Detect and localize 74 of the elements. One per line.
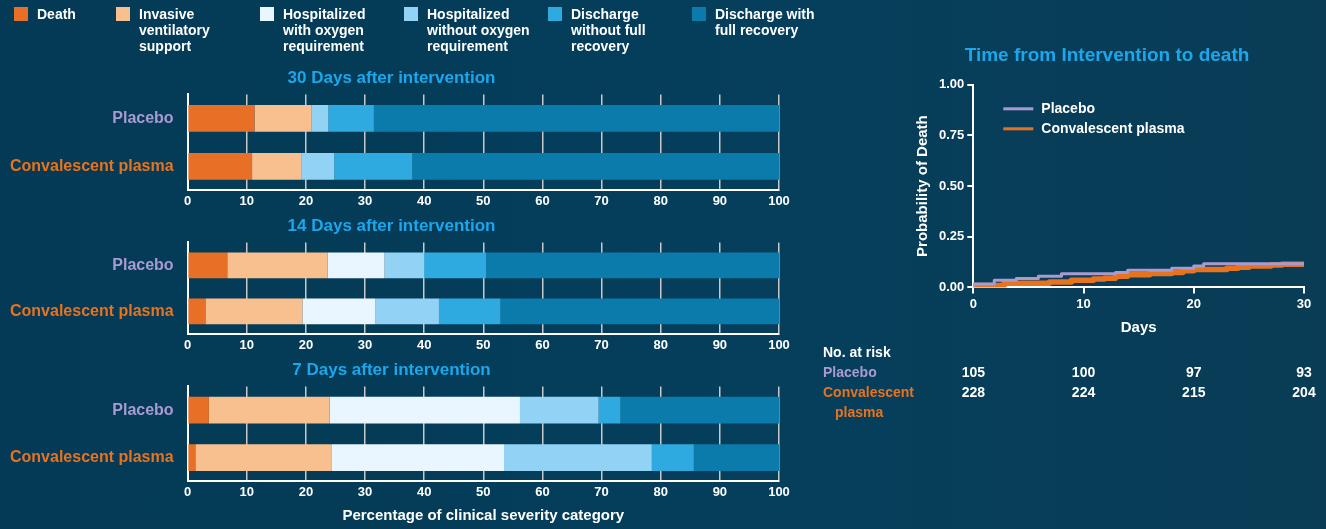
x-tick-label: 10	[239, 483, 254, 499]
x-tick-label: 50	[476, 192, 491, 208]
x-tick-label: 60	[535, 336, 550, 352]
legend-label: Invasive ventilatory support	[139, 6, 211, 54]
text: 105	[961, 363, 986, 380]
y-tick-label: Convalescent plasma	[10, 448, 174, 466]
x-tick-label: 90	[712, 336, 728, 352]
y-tick-label: 1.00	[938, 76, 965, 92]
x-tick-label: 80	[653, 483, 668, 499]
x-axis-title: Percentage of clinical severity category	[342, 506, 625, 524]
x-tick-label: 40	[416, 483, 432, 499]
y-tick-label: Placebo	[112, 400, 174, 418]
y-tick-label: 0.75	[938, 127, 965, 143]
x-tick-label: 70	[594, 483, 609, 499]
x-tick-label: 70	[594, 192, 609, 208]
legend-label: Hospitalized without oxygen requirement	[427, 6, 531, 54]
x-tick-label: 30	[1296, 295, 1312, 311]
x-tick-label: 30	[357, 192, 373, 208]
text: 224	[1071, 383, 1096, 400]
y-tick-label: Placebo	[112, 108, 174, 126]
x-tick-label: 60	[535, 192, 550, 208]
x-tick-label: 20	[298, 483, 314, 499]
text: 97	[1185, 363, 1202, 380]
x-tick-label: 30	[357, 483, 373, 499]
y-axis-title: Probability of Death	[913, 115, 931, 257]
legend-label: Convalescent plasma	[1041, 119, 1185, 136]
x-tick-label: 50	[476, 336, 491, 352]
text: 215	[1182, 383, 1206, 400]
text: No. at risk	[823, 343, 891, 360]
x-tick-label: 60	[535, 483, 550, 499]
x-tick-label: 10	[239, 336, 254, 352]
text: Placebo	[823, 363, 877, 380]
x-tick-label: 10	[1076, 295, 1091, 311]
chart-title: 14 Days after intervention	[287, 215, 496, 235]
x-tick-label: 20	[298, 192, 314, 208]
x-tick-label: 80	[653, 192, 668, 208]
y-tick-label: 0.25	[938, 228, 965, 244]
text: 228	[961, 383, 986, 400]
chart-title: Time from Intervention to death	[964, 43, 1250, 65]
y-tick-label: Convalescent plasma	[10, 301, 174, 319]
x-tick-label: 50	[476, 483, 491, 499]
text: Convalescent plasma	[823, 383, 915, 420]
x-tick-label: 90	[712, 192, 728, 208]
x-tick-label: 100	[768, 192, 790, 208]
legend-label: Placebo	[1041, 99, 1095, 116]
x-tick-label: 70	[594, 336, 609, 352]
x-tick-label: 90	[712, 483, 728, 499]
x-tick-label: 0	[184, 483, 192, 499]
x-tick-label: 0	[184, 336, 192, 352]
legend-label: Death	[37, 6, 76, 22]
x-tick-label: 80	[653, 336, 668, 352]
y-tick-label: Convalescent plasma	[10, 156, 174, 174]
legend-label: Discharge without full recovery	[571, 6, 647, 54]
legend-label: Discharge with full recovery	[715, 6, 816, 38]
x-tick-label: 20	[1186, 295, 1201, 311]
x-tick-label: 10	[239, 192, 254, 208]
legend-label: Hospitalized with oxygen requirement	[283, 6, 367, 54]
y-tick-label: 0.50	[938, 177, 965, 193]
chart-title: 7 Days after intervention	[292, 359, 491, 379]
y-tick-label: Placebo	[112, 255, 174, 273]
x-tick-label: 30	[357, 336, 373, 352]
x-tick-label: 20	[298, 336, 314, 352]
x-axis-title: Days	[1120, 318, 1157, 336]
chart-title: 30 Days after intervention	[287, 67, 496, 87]
x-tick-label: 100	[768, 483, 790, 499]
x-tick-label: 0	[184, 192, 192, 208]
x-tick-label: 100	[768, 336, 790, 352]
y-tick-label: 0.00	[938, 278, 965, 294]
text: 204	[1292, 383, 1316, 400]
x-tick-label: 40	[416, 192, 432, 208]
x-tick-label: 0	[969, 295, 977, 311]
text: 93	[1296, 363, 1312, 380]
text: 100	[1071, 363, 1096, 380]
x-tick-label: 40	[416, 336, 432, 352]
